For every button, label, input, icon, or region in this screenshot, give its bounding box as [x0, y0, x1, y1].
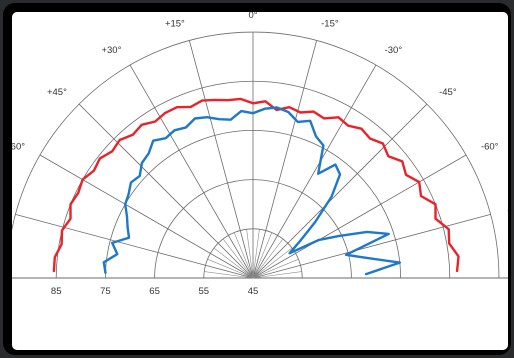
- angle-tick-label: -60°: [481, 141, 499, 152]
- radial-tick-label: 85: [51, 286, 62, 297]
- grid-spoke: [39, 154, 254, 279]
- grid-spoke-fine: [213, 247, 254, 279]
- grid-spoke-fine: [204, 271, 254, 279]
- grid-spoke-fine: [207, 258, 254, 279]
- grid-spoke: [15, 213, 254, 279]
- grid-spoke-fine: [222, 238, 254, 279]
- angle-tick-label: -30°: [385, 45, 403, 56]
- grid-spoke-fine: [252, 229, 260, 279]
- grid-spoke: [252, 213, 491, 279]
- angle-tick-label: -75°: [507, 205, 508, 216]
- angle-tick-label: +15°: [165, 19, 185, 30]
- window-frame: +60°+45°+30°+15°0°-15°-30°-45°-60°-75°-9…: [3, 3, 511, 355]
- grid-spoke-fine: [252, 232, 273, 279]
- angle-tick-label: -15°: [321, 19, 339, 30]
- grid-spoke: [252, 64, 377, 279]
- grid-spoke: [129, 64, 254, 279]
- grid-spoke: [252, 154, 467, 279]
- radial-tick-label: 75: [100, 286, 111, 297]
- series-lines: [52, 97, 460, 276]
- grid-spoke-fine: [252, 271, 302, 279]
- angle-tick-label: +60°: [12, 141, 25, 152]
- grid-arc: [12, 31, 500, 279]
- series-line-red: [52, 97, 460, 273]
- angle-tick-label: +30°: [101, 45, 121, 56]
- grid-spoke-fine: [252, 247, 293, 279]
- radial-tick-label: 65: [149, 286, 160, 297]
- angle-tick-label: 0°: [248, 12, 257, 21]
- radial-tick-label: 45: [248, 286, 259, 297]
- grid-spoke: [78, 103, 254, 279]
- polar-chart: +60°+45°+30°+15°0°-15°-30°-45°-60°-75°-9…: [12, 12, 508, 297]
- angle-tick-label: -45°: [439, 87, 457, 98]
- grid-spoke-fine: [252, 238, 284, 279]
- grid-spoke-fine: [246, 229, 254, 279]
- grid-spoke: [252, 103, 428, 279]
- angle-tick-label: +45°: [47, 87, 67, 98]
- radial-tick-label: 55: [199, 286, 210, 297]
- polar-grid: [12, 31, 508, 279]
- chart-panel: +60°+45°+30°+15°0°-15°-30°-45°-60°-75°-9…: [12, 12, 508, 350]
- grid-spoke-fine: [233, 232, 254, 279]
- grid-spoke-fine: [252, 258, 299, 279]
- grid-spoke: [188, 40, 254, 279]
- grid-spoke: [252, 40, 318, 279]
- series-line-blue: [102, 106, 401, 276]
- tick-labels: +60°+45°+30°+15°0°-15°-30°-45°-60°-75°-9…: [12, 12, 508, 297]
